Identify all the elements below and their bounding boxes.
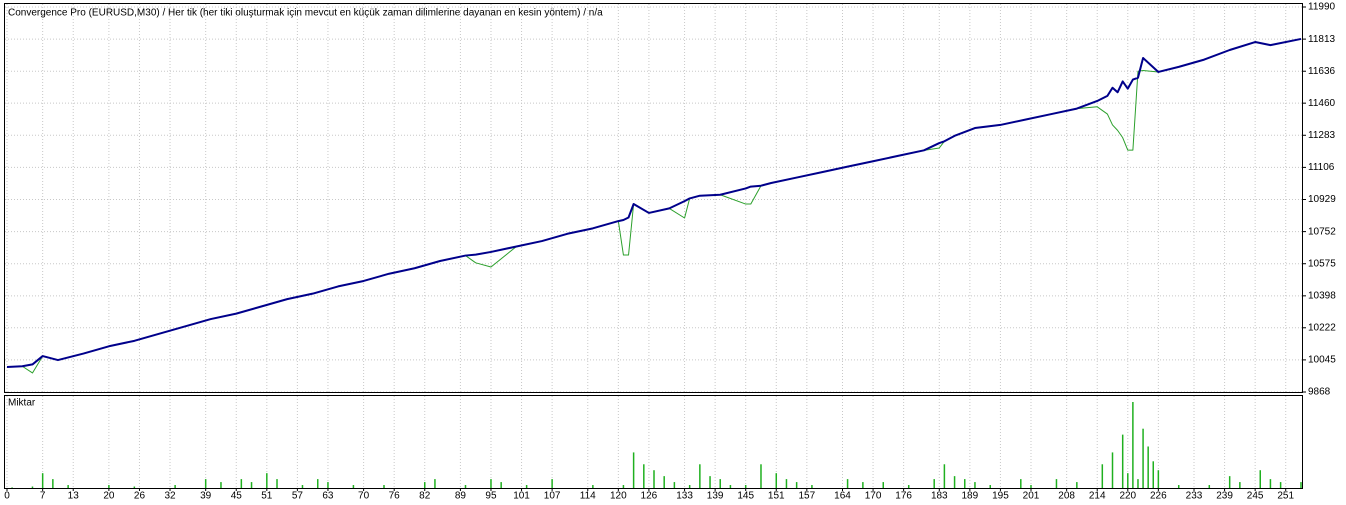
x-tick-label: 20 [103,491,115,502]
x-tick-label: 208 [1058,491,1075,502]
y-tick-label: 11460 [1308,98,1336,109]
x-tick-label: 126 [641,491,658,502]
x-tick-label: 245 [1247,491,1264,502]
x-tick-label: 57 [292,491,304,502]
x-tick-label: 133 [676,491,693,502]
x-tick-label: 7 [40,491,46,502]
x-tick-label: 101 [513,491,530,502]
y-tick-label: 10929 [1308,194,1336,205]
y-tick-label: 11990 [1308,2,1336,13]
x-tick-label: 32 [164,491,176,502]
x-tick-label: 170 [865,491,882,502]
x-tick-label: 189 [962,491,979,502]
x-tick-label: 70 [358,491,370,502]
x-tick-label: 226 [1150,491,1167,502]
x-tick-label: 39 [200,491,212,502]
chart-title: Convergence Pro (EURUSD,M30) / Her tik (… [8,8,603,19]
x-tick-label: 201 [1023,491,1040,502]
x-tick-label: 251 [1277,491,1294,502]
x-tick-label: 139 [707,491,724,502]
x-tick-label: 233 [1186,491,1203,502]
x-tick-label: 195 [992,491,1009,502]
x-tick-label: 82 [419,491,431,502]
x-tick-label: 183 [931,491,948,502]
x-tick-label: 151 [768,491,785,502]
x-tick-label: 176 [895,491,912,502]
x-tick-label: 157 [798,491,815,502]
volume-title: Miktar [8,398,36,409]
x-tick-label: 120 [610,491,627,502]
main-panel [4,3,1303,393]
y-tick-label: 10045 [1308,355,1336,366]
x-tick-label: 145 [737,491,754,502]
x-tick-label: 63 [322,491,334,502]
x-tick-label: 220 [1119,491,1136,502]
y-tick-label: 11636 [1308,66,1336,77]
y-tick-label: 9868 [1308,387,1331,398]
y-tick-label: 10752 [1308,226,1336,237]
y-tick-label: 10398 [1308,290,1336,301]
y-tick-label: 10575 [1308,258,1336,269]
y-tick-label: 10222 [1308,322,1336,333]
x-tick-label: 51 [261,491,273,502]
x-tick-label: 214 [1089,491,1106,502]
x-tick-label: 107 [544,491,561,502]
volume-panel [4,395,1303,489]
x-tick-label: 89 [455,491,467,502]
series-line [6,37,1302,368]
y-tick-label: 11813 [1308,34,1336,45]
x-tick-label: 0 [4,491,10,502]
x-tick-label: 76 [389,491,401,502]
x-tick-label: 114 [580,491,596,502]
x-tick-label: 164 [834,491,851,502]
y-tick-label: 11106 [1308,162,1335,173]
x-tick-label: 26 [134,491,146,502]
x-tick-label: 45 [231,491,243,502]
x-tick-label: 95 [485,491,497,502]
x-tick-label: 13 [68,491,80,502]
y-tick-label: 11283 [1308,130,1336,141]
x-tick-label: 239 [1216,491,1233,502]
